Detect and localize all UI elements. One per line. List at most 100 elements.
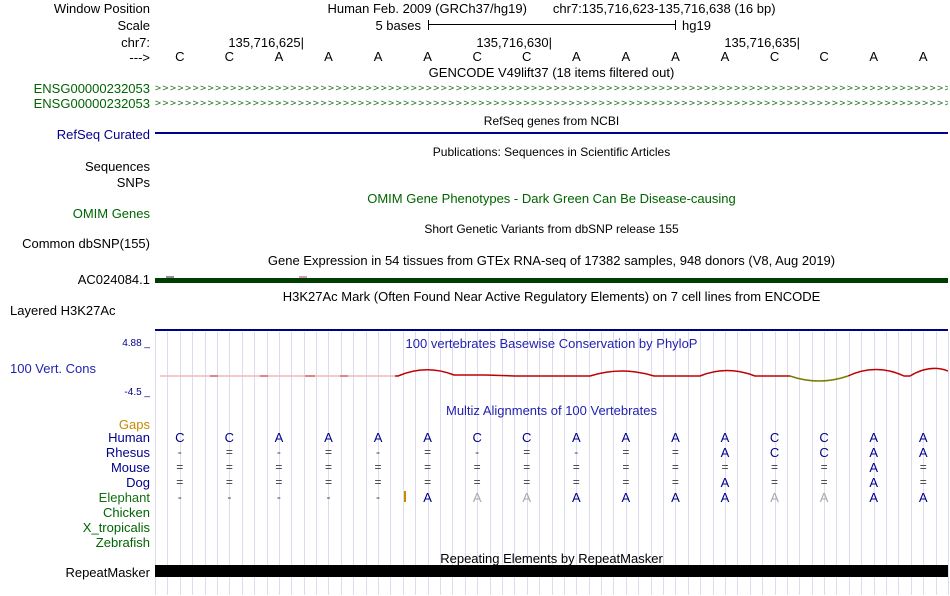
h3k27ac-baseline[interactable] [155, 329, 948, 331]
gridline [179, 332, 181, 595]
gridline [489, 332, 491, 595]
multiz-align-cell: A [373, 430, 383, 445]
scale-bar-line [429, 24, 675, 25]
multiz-align-cell: A [423, 490, 432, 505]
sequence-base: C [819, 49, 829, 64]
multiz-align-cell: A [324, 430, 333, 445]
gridline [737, 332, 739, 595]
gridline [898, 332, 900, 595]
sequence-base: C [224, 49, 235, 64]
gridline [353, 332, 355, 595]
multiz-align-cell: = [374, 460, 382, 474]
sequence-base: C [769, 49, 780, 64]
multiz-align-cell: = [771, 475, 779, 489]
gridline [799, 332, 801, 595]
multiz-species-label[interactable]: Mouse [110, 460, 150, 475]
multiz-align-cell: = [225, 460, 233, 474]
multiz-align-cell: A [522, 490, 532, 505]
gencode-transcript-arrows[interactable]: >>>>>>>>>>>>>>>>>>>>>>>>>>>>>>>>>>>>>>>>… [155, 83, 948, 94]
gridline [192, 332, 194, 595]
multiz-align-cell: = [820, 460, 828, 474]
gtex-item-label[interactable]: AC024084.1 [77, 272, 150, 287]
scale-bar [428, 20, 676, 30]
multiz-align-cell: = [572, 460, 580, 474]
conservation-wiggle[interactable] [155, 355, 948, 405]
multiz-align-cell: = [919, 460, 927, 474]
multiz-align-cell: = [176, 460, 184, 474]
multiz-align-cell: = [275, 475, 283, 489]
multiz-align-cell: = [523, 460, 531, 474]
multiz-species-label[interactable]: Chicken [103, 505, 150, 520]
gtex-gene-bar[interactable] [155, 278, 948, 283]
gridline [848, 332, 850, 595]
multiz-align-cell: = [473, 460, 481, 474]
multiz-align-cell: A [621, 490, 631, 505]
multiz-align-cell: A [869, 430, 878, 445]
sequence-base: C [472, 49, 482, 64]
gridline [786, 332, 788, 595]
window-position-title: Human Feb. 2009 (GRCh37/hg19) chr7:135,71… [155, 2, 948, 15]
gaps-label[interactable]: Gaps [118, 417, 150, 432]
gencode-title: GENCODE V49lift37 (18 items filtered out… [428, 65, 675, 80]
gridline [923, 332, 925, 595]
gtex-title: Gene Expression in 54 tissues from GTEx … [267, 253, 836, 268]
scale-bar-label: 5 bases [375, 18, 421, 33]
gridline [948, 332, 949, 595]
gridline [303, 332, 305, 595]
ruler-tick: 135,716,625| [228, 35, 304, 50]
gencode-transcript-arrows[interactable]: >>>>>>>>>>>>>>>>>>>>>>>>>>>>>>>>>>>>>>>>… [155, 98, 948, 109]
multiz-align-cell: - [276, 490, 281, 504]
multiz-align-cell: A [869, 490, 878, 505]
gridline [762, 332, 764, 595]
gridline [340, 332, 342, 595]
multiz-align-cell: = [523, 445, 531, 459]
gridline [439, 332, 441, 595]
gridline [650, 332, 652, 595]
sequence-base: C [175, 49, 185, 64]
multiz-species-label[interactable]: Rhesus [105, 445, 150, 460]
multiz-align-cell: A [918, 490, 928, 505]
snps-label[interactable]: SNPs [116, 175, 150, 190]
gridline [886, 332, 888, 595]
multiz-align-cell: A [720, 445, 730, 460]
common-dbsnp-label[interactable]: Common dbSNP(155) [22, 236, 150, 251]
h3k27ac-label[interactable]: Layered H3K27Ac [10, 303, 116, 318]
multiz-species-label[interactable]: X_tropicalis [82, 520, 150, 535]
gencode-item-label[interactable]: ENSG00000232053 [33, 81, 150, 96]
strand-arrow-label: ---> [129, 50, 150, 65]
refseq-gene-line[interactable] [155, 132, 948, 134]
gridline [501, 332, 503, 595]
sequence-base: A [571, 49, 581, 64]
phylop-track-label[interactable]: 100 Vert. Cons [10, 361, 96, 376]
ruler-tick: 135,716,630| [476, 35, 552, 50]
multiz-species-label[interactable]: Dog [126, 475, 150, 490]
omim-genes-label[interactable]: OMIM Genes [72, 206, 150, 221]
multiz-align-cell: A [621, 430, 631, 445]
gridline [861, 332, 863, 595]
ruler-tick: 135,716,635| [724, 35, 800, 50]
sequence-base: A [671, 49, 680, 64]
sequences-label[interactable]: Sequences [84, 159, 150, 174]
multiz-align-cell: = [572, 475, 580, 489]
gridline [910, 332, 912, 595]
refseq-curated-label[interactable]: RefSeq Curated [56, 127, 150, 142]
multiz-align-cell: = [275, 460, 283, 474]
multiz-align-cell: C [769, 445, 780, 460]
gencode-item-label[interactable]: ENSG00000232053 [33, 96, 150, 111]
gridline [241, 332, 243, 595]
multiz-align-cell: A [274, 430, 284, 445]
repeatmasker-label[interactable]: RepeatMasker [65, 565, 150, 580]
gridline [563, 332, 565, 595]
repeatmasker-bar[interactable] [155, 565, 948, 577]
multiz-align-cell: - [475, 445, 480, 459]
multiz-species-label[interactable]: Elephant [98, 490, 150, 505]
gridline [229, 332, 231, 595]
sequence-base: A [869, 49, 878, 64]
multiz-species-label[interactable]: Zebrafish [95, 535, 150, 550]
gridline [539, 332, 541, 595]
multiz-title: Multiz Alignments of 100 Vertebrates [445, 403, 657, 418]
multiz-species-label[interactable]: Human [108, 430, 150, 445]
gridline [427, 332, 429, 595]
position-range: chr7:135,716,623-135,716,638 (16 bp) [552, 1, 776, 16]
gridline [316, 332, 318, 595]
